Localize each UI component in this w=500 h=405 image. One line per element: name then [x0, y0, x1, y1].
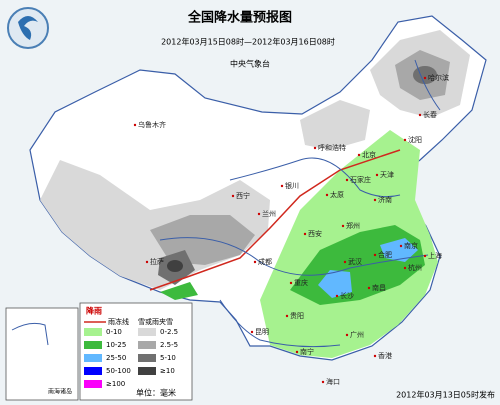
release-time: 2012年03月13日05时发布	[396, 390, 495, 400]
city-name: 哈尔滨	[428, 73, 449, 82]
city-name: 武汉	[348, 257, 362, 266]
city-dot	[145, 260, 149, 264]
city-name: 南宁	[300, 347, 314, 356]
city-dot	[321, 380, 325, 384]
agency: 中央气象台	[230, 59, 270, 69]
city-dot	[253, 260, 257, 264]
legend-snow-title: 雪或雨夹雪	[138, 317, 173, 326]
city-dot	[399, 244, 403, 248]
city-dot	[325, 193, 329, 197]
snow-label: ≥10	[160, 367, 175, 375]
city-name: 银川	[285, 181, 299, 190]
city-name: 乌鲁木齐	[138, 120, 166, 129]
city-dot	[303, 232, 307, 236]
city-dot	[257, 212, 261, 216]
city-name: 海口	[326, 377, 340, 386]
city-dot	[335, 294, 339, 298]
city-name: 兰州	[262, 209, 276, 218]
city-dot	[313, 146, 317, 150]
city-name: 贵阳	[290, 311, 304, 320]
city-dot	[341, 224, 345, 228]
inset: 南海诸岛	[5, 307, 79, 401]
rain-areas	[160, 130, 438, 358]
inset-label: 南海诸岛	[48, 388, 72, 396]
city-name: 杭州	[408, 263, 422, 272]
city-dot	[423, 254, 427, 258]
snow-swatch	[138, 341, 156, 349]
city-name: 南昌	[372, 283, 386, 292]
city-dot	[231, 194, 235, 198]
city-name: 成都	[258, 257, 272, 266]
period: 2012年03月15日08时—2012年03月16日08时	[161, 37, 335, 47]
city-name: 西宁	[236, 191, 250, 200]
city-name: 石家庄	[350, 175, 371, 184]
city-dot	[250, 330, 254, 334]
rain-swatch	[84, 380, 102, 388]
city-dot	[345, 333, 349, 337]
legend-unit: 单位：毫米	[136, 388, 176, 398]
city-dot	[133, 123, 137, 127]
city-name: 香港	[378, 351, 392, 360]
city-dot	[375, 173, 379, 177]
city-name: 合肥	[378, 250, 392, 259]
city-dot	[373, 253, 377, 257]
snow-label: 5-10	[160, 354, 176, 362]
city-dot	[403, 266, 407, 270]
city-name: 天津	[380, 171, 394, 179]
snow-label: 2.5-5	[160, 341, 178, 349]
city-dot	[285, 314, 289, 318]
freeze-line	[149, 149, 401, 291]
city-dot	[343, 260, 347, 264]
city-dot	[289, 281, 293, 285]
rain-label: ≥100	[106, 380, 125, 388]
city-name: 拉萨	[150, 257, 164, 266]
city-name: 郑州	[346, 222, 360, 230]
snow-areas	[40, 30, 470, 290]
rivers	[159, 59, 441, 348]
snow-label: 0-2.5	[160, 328, 178, 336]
city-name: 长春	[423, 110, 437, 119]
city-dot	[345, 178, 349, 182]
rain-swatch	[84, 341, 102, 349]
city-name: 上海	[428, 251, 442, 260]
rain-label: 50-100	[106, 367, 131, 375]
rain-label: 25-50	[106, 354, 126, 362]
city-name: 广州	[350, 330, 364, 339]
city-dot	[373, 354, 377, 358]
title: 全国降水量预报图	[187, 10, 292, 26]
snow-swatch	[138, 354, 156, 362]
city-dot	[367, 286, 371, 290]
snow-swatch	[138, 367, 156, 375]
city-name: 太原	[330, 190, 344, 199]
rain-label: 0-10	[106, 328, 122, 336]
city-name: 北京	[362, 150, 376, 159]
rain-swatch	[84, 367, 102, 375]
city-dot	[357, 153, 361, 157]
city-dot	[423, 76, 427, 80]
snow-swatch	[138, 328, 156, 336]
city-dot	[418, 113, 422, 117]
city-dot	[295, 350, 299, 354]
rain-label: 10-25	[106, 341, 126, 349]
city-name: 济南	[378, 195, 392, 204]
city-dot	[373, 198, 377, 202]
city-name: 呼和浩特	[318, 143, 346, 152]
city-name: 昆明	[255, 328, 269, 336]
rain-swatch	[84, 328, 102, 336]
city-name: 南京	[404, 241, 418, 250]
rain-swatch	[84, 354, 102, 362]
city-name: 长沙	[340, 291, 354, 300]
city-name: 沈阳	[408, 135, 422, 144]
city-dot	[403, 138, 407, 142]
logo	[7, 7, 49, 49]
city-dot	[280, 184, 284, 188]
legend-freeze-label: 雨冻线	[108, 317, 129, 326]
city-name: 西安	[308, 229, 322, 238]
legend-rain-title: 降雨	[86, 306, 102, 316]
city-name: 重庆	[294, 278, 308, 287]
